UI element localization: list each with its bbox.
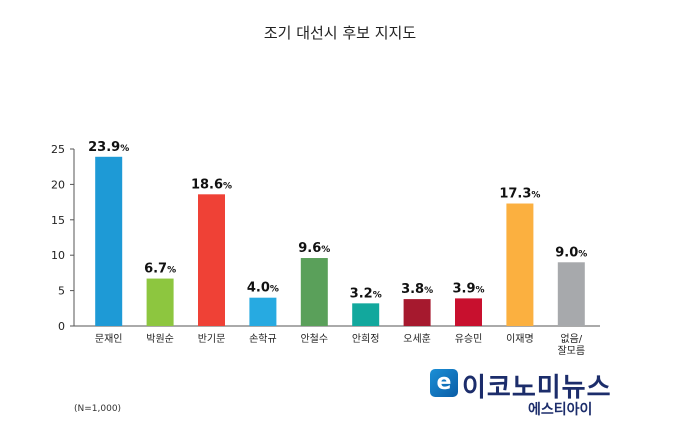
sample-size-note: (N=1,000) — [74, 404, 122, 414]
x-tick-label: 문재인 — [95, 333, 123, 345]
chart-title: 조기 대선시 후보 지지도 — [263, 24, 417, 42]
bar — [455, 298, 482, 326]
logo-name: 이코노미뉴스 — [462, 373, 612, 403]
bar — [249, 297, 277, 326]
data-label: 17.3% — [499, 187, 540, 202]
x-tick-label: 유승민 — [455, 333, 483, 345]
bar — [557, 262, 585, 326]
bar — [146, 278, 174, 326]
data-label: 3.2% — [350, 286, 382, 301]
bar — [198, 194, 225, 326]
bar — [95, 156, 123, 326]
bar-chart: 0 5 10 15 20 25 23.9% 문재인 6.7% 박원순 18.6% 반기문 4.0% 손학규… — [51, 140, 600, 357]
x-tick-label: 오세훈 — [403, 332, 431, 345]
x-tick-label: 손학규 — [249, 333, 277, 345]
data-label: 3.9% — [452, 281, 484, 296]
data-label: 9.0% — [555, 245, 587, 260]
x-tick-label: 안철수 — [300, 333, 328, 345]
x-tick-label: 안희정 — [352, 333, 380, 345]
x-tick-label: 이재명 — [506, 333, 534, 345]
x-tick-label: 반기문 — [198, 333, 226, 345]
data-label: 6.7% — [144, 262, 176, 277]
bar — [403, 299, 431, 326]
bar — [352, 303, 380, 326]
logo-subtitle: 에스티아이 — [528, 402, 593, 418]
y-tick-label: 0 — [58, 320, 65, 333]
y-tick-label: 10 — [51, 249, 65, 262]
x-tick-label: 없음/잘모름 — [557, 332, 585, 357]
bar — [506, 203, 534, 326]
logo: e 이코노미뉴스 에스티아이 — [430, 369, 640, 419]
data-label: 3.8% — [401, 282, 433, 297]
y-tick-label: 25 — [51, 143, 65, 156]
data-label: 9.6% — [298, 241, 330, 256]
x-tick-label: 박원순 — [146, 333, 174, 345]
data-label: 23.9% — [88, 140, 129, 155]
y-tick-label: 5 — [58, 285, 65, 298]
data-label: 18.6% — [191, 177, 232, 192]
bar — [300, 258, 328, 326]
logo-mark-icon: e — [430, 369, 458, 397]
y-tick-label: 20 — [51, 178, 65, 191]
y-tick-label: 15 — [51, 214, 65, 227]
data-label: 4.0% — [247, 281, 279, 296]
